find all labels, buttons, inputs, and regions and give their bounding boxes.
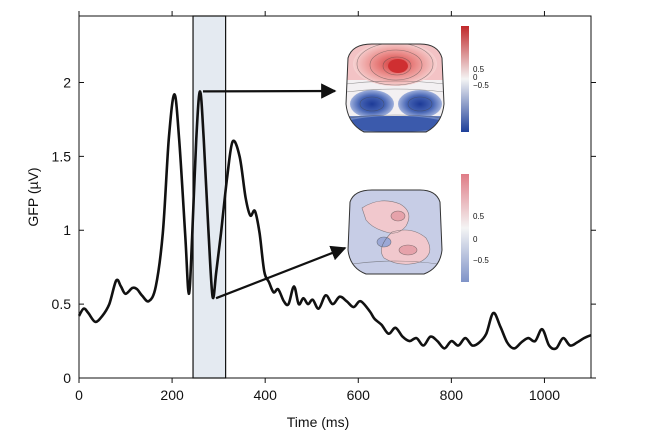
y-tick-label: 1: [63, 222, 71, 238]
x-tick-label: 600: [347, 387, 371, 403]
y-tick-label: 1.5: [52, 148, 72, 164]
colorbar-upper-label-low: −0.5: [473, 81, 489, 90]
x-tick-label: 0: [75, 387, 83, 403]
y-tick-label: 2: [63, 74, 71, 90]
colorbar-upper: 0.5 0 −0.5: [461, 26, 489, 132]
y-axis: 0 0.5 1 1.5 2: [52, 74, 596, 386]
gfp-line: [77, 90, 592, 351]
x-tick-label: 800: [440, 387, 464, 403]
y-tick-label: 0: [63, 370, 71, 386]
x-axis: 0 200 400 600 800 1000: [75, 11, 560, 403]
topomap-lower: [347, 189, 443, 275]
colorbar-lower-label-zero: 0: [473, 235, 478, 244]
x-tick-label: 1000: [529, 387, 560, 403]
x-tick-label: 400: [254, 387, 278, 403]
colorbar-lower-label-low: −0.5: [473, 256, 489, 265]
colorbar-lower: 0.5 0 −0.5: [461, 174, 489, 282]
x-tick-label: 200: [160, 387, 184, 403]
colorbar-lower-label-high: 0.5: [473, 212, 485, 221]
highlight-window: [192, 15, 227, 379]
y-axis-title: GFP (µV): [25, 167, 41, 226]
y-tick-label: 0.5: [52, 296, 72, 312]
colorbar-upper-label-high: 0.5: [473, 65, 485, 74]
x-axis-title: Time (ms): [287, 414, 349, 430]
arrow-to-lower-map: [215, 245, 347, 300]
plot-frame: [78, 15, 592, 379]
topomap-upper: [345, 43, 445, 133]
colorbar-upper-label-zero: 0: [473, 73, 478, 82]
